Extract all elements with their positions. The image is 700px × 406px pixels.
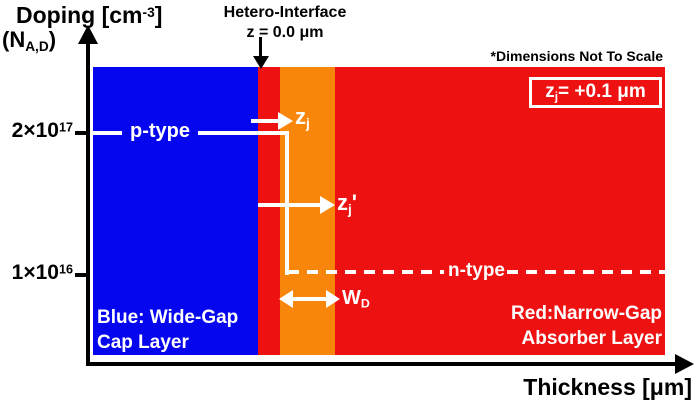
zj-prime-arrow xyxy=(258,203,321,207)
x-axis-title: Thickness [μm] xyxy=(523,374,692,400)
depletion-width-label: WD xyxy=(342,287,370,311)
cap-layer-label: Blue: Wide-Gap Cap Layer xyxy=(97,307,239,353)
hetero-interface-arrowhead-icon xyxy=(253,56,269,69)
hetero-interface-label: Hetero-Interface z = 0.0 μm xyxy=(223,4,347,41)
zj-label: zj xyxy=(295,104,310,131)
depletion-width-right-arrowhead-icon xyxy=(326,290,340,308)
n-type-label: n-type xyxy=(448,260,505,281)
region-narrow-gap-absorber xyxy=(335,67,665,355)
y-axis-arrowhead-icon xyxy=(78,25,98,44)
region-absorber-before-junction xyxy=(258,67,280,355)
x-axis-arrowhead-icon xyxy=(675,354,694,374)
zj-arrow xyxy=(251,119,279,123)
y-axis-line xyxy=(86,42,90,366)
zj-value-box: zj= +0.1 μm xyxy=(529,77,662,108)
y-axis-subtitle: (NA,D) xyxy=(2,27,57,54)
y-tick-1e16 xyxy=(75,273,87,277)
x-axis-line xyxy=(86,362,676,366)
zj-arrowhead-icon xyxy=(278,112,293,130)
zj-prime-arrowhead-icon xyxy=(320,196,335,214)
depletion-width-arrow xyxy=(291,297,328,301)
dimensions-note: *Dimensions Not To Scale xyxy=(490,48,663,64)
hetero-interface-arrow xyxy=(259,37,262,58)
y-axis-title: Doping [cm-3] xyxy=(16,2,163,28)
depletion-width-left-arrowhead-icon xyxy=(279,290,293,308)
y-tick-2e17 xyxy=(75,131,87,135)
y-tick-label-2e17: 2×1017 xyxy=(11,119,73,142)
y-tick-label-1e16: 1×1016 xyxy=(11,261,73,284)
n-type-dashed-line-right xyxy=(507,270,665,274)
region-wide-gap-cap-layer xyxy=(93,67,258,355)
n-type-dashed-line-left xyxy=(288,270,444,274)
zj-prime-label: zj' xyxy=(337,190,358,217)
p-type-label: p-type xyxy=(122,120,198,143)
absorber-layer-label: Red:Narrow-Gap Absorber Layer xyxy=(511,303,662,349)
